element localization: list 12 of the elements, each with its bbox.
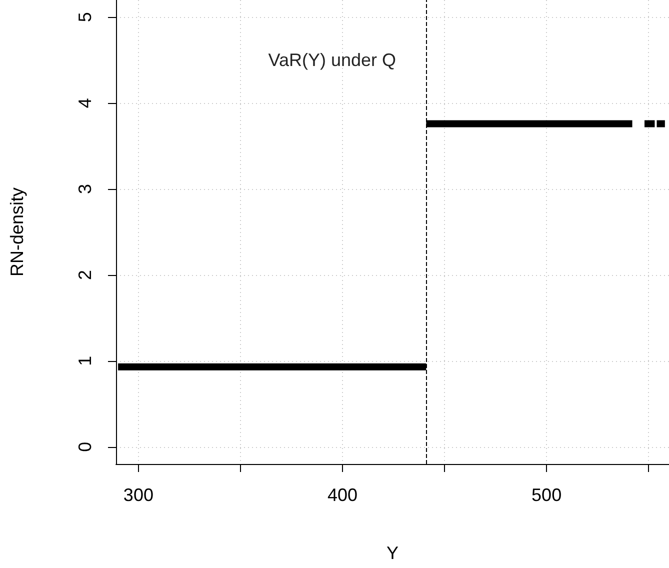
- x-axis-title: Y: [386, 543, 399, 563]
- y-tick-label: 3: [75, 184, 95, 194]
- y-tick-label: 4: [75, 98, 95, 108]
- x-tick-label: 300: [123, 485, 154, 505]
- y-tick-label: 2: [75, 270, 95, 280]
- x-tick-label: 500: [532, 485, 562, 505]
- annotation: VaR(Y) under Q: [268, 50, 396, 70]
- y-tick-label: 0: [75, 442, 95, 452]
- x-tick-label: 400: [327, 485, 358, 505]
- y-tick-label: 1: [75, 356, 95, 366]
- y-tick-label: 5: [75, 12, 95, 22]
- y-axis-title: RN-density: [7, 187, 27, 277]
